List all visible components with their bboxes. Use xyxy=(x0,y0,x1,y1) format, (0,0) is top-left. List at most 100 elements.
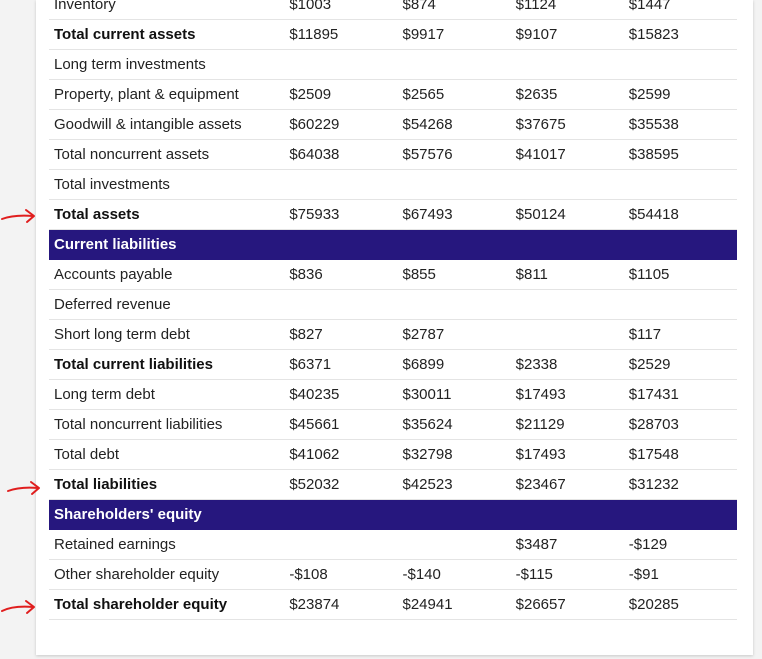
row-label: Property, plant & equipment xyxy=(49,79,285,110)
value-cell xyxy=(397,169,511,200)
value-cell: $855 xyxy=(397,259,511,290)
section-header: Shareholders' equity xyxy=(49,499,737,530)
value-cell: $17493 xyxy=(510,439,624,470)
value-cell: $1124 xyxy=(510,0,624,20)
value-cell: -$140 xyxy=(397,559,511,590)
table-row: Total debt $41062 $32798 $17493 $17548 xyxy=(49,439,737,470)
row-label: Long term debt xyxy=(49,379,285,410)
value-cell: $1447 xyxy=(623,0,737,20)
section-header-label: Current liabilities xyxy=(49,229,737,260)
table-row: Total assets $75933 $67493 $50124 $54418 xyxy=(49,199,737,230)
value-cell: $827 xyxy=(284,319,398,350)
value-cell xyxy=(510,319,624,350)
balance-sheet-table: Inventory $1003 $874 $1124 $1447 Total curren… xyxy=(49,0,737,620)
value-cell: $9917 xyxy=(397,19,511,50)
row-label: Total liabilities xyxy=(49,469,285,500)
value-cell: $2599 xyxy=(623,79,737,110)
value-cell: $50124 xyxy=(510,199,624,230)
value-cell: $75933 xyxy=(284,199,398,230)
table-row: Total shareholder equity $23874 $24941 $266… xyxy=(49,589,737,620)
value-cell: $45661 xyxy=(284,409,398,440)
value-cell: $28703 xyxy=(623,409,737,440)
value-cell: $41017 xyxy=(510,139,624,170)
value-cell: $2565 xyxy=(397,79,511,110)
value-cell xyxy=(284,49,398,80)
value-cell: $67493 xyxy=(397,199,511,230)
value-cell: $6899 xyxy=(397,349,511,380)
value-cell: $6371 xyxy=(284,349,398,380)
value-cell: $23874 xyxy=(284,589,398,620)
row-label: Total assets xyxy=(49,199,285,230)
section-header-label: Shareholders' equity xyxy=(49,499,737,530)
value-cell: $35624 xyxy=(397,409,511,440)
value-cell: $54418 xyxy=(623,199,737,230)
row-label: Accounts payable xyxy=(49,259,285,290)
value-cell xyxy=(623,289,737,320)
table-row: Total investments xyxy=(49,169,737,200)
value-cell: $30011 xyxy=(397,379,511,410)
value-cell: $1105 xyxy=(623,259,737,290)
value-cell xyxy=(397,289,511,320)
value-cell xyxy=(284,169,398,200)
table-row: Total noncurrent liabilities $45661 $35624… xyxy=(49,409,737,440)
row-label: Long term investments xyxy=(49,49,285,80)
value-cell: $2787 xyxy=(397,319,511,350)
value-cell: $23467 xyxy=(510,469,624,500)
row-label: Inventory xyxy=(49,0,285,20)
value-cell: $2338 xyxy=(510,349,624,380)
value-cell: $41062 xyxy=(284,439,398,470)
arrow-icon xyxy=(1,209,35,223)
value-cell xyxy=(284,289,398,320)
table-row: Total current liabilities $6371 $6899 $2338… xyxy=(49,349,737,380)
value-cell: $26657 xyxy=(510,589,624,620)
value-cell xyxy=(510,169,624,200)
table-row: Other shareholder equity -$108 -$140 -$115-… xyxy=(49,559,737,590)
value-cell: -$108 xyxy=(284,559,398,590)
value-cell: $15823 xyxy=(623,19,737,50)
value-cell: $60229 xyxy=(284,109,398,140)
value-cell: $21129 xyxy=(510,409,624,440)
value-cell: $35538 xyxy=(623,109,737,140)
value-cell: $31232 xyxy=(623,469,737,500)
value-cell: $2529 xyxy=(623,349,737,380)
row-label: Total noncurrent liabilities xyxy=(49,409,285,440)
table-row: Short long term debt $827 $2787 $117 xyxy=(49,319,737,350)
value-cell: $32798 xyxy=(397,439,511,470)
value-cell: $9107 xyxy=(510,19,624,50)
value-cell: -$129 xyxy=(623,529,737,560)
value-cell: $17548 xyxy=(623,439,737,470)
value-cell: $17493 xyxy=(510,379,624,410)
value-cell: $117 xyxy=(623,319,737,350)
table-row: Accounts payable $836 $855 $811 $1105 xyxy=(49,259,737,290)
value-cell xyxy=(397,49,511,80)
table-row: Deferred revenue xyxy=(49,289,737,320)
row-label: Short long term debt xyxy=(49,319,285,350)
table-row: Retained earnings $3487 -$129 xyxy=(49,529,737,560)
value-cell: $2509 xyxy=(284,79,398,110)
value-cell: $57576 xyxy=(397,139,511,170)
value-cell: $38595 xyxy=(623,139,737,170)
value-cell: $37675 xyxy=(510,109,624,140)
row-label: Total noncurrent assets xyxy=(49,139,285,170)
row-label: Total current liabilities xyxy=(49,349,285,380)
value-cell: $54268 xyxy=(397,109,511,140)
arrow-icon xyxy=(1,600,35,614)
arrow-icon xyxy=(7,481,40,495)
value-cell: $17431 xyxy=(623,379,737,410)
table-row: Total current assets $11895 $9917 $9107 $158… xyxy=(49,19,737,50)
table-row: Total noncurrent assets $64038 $57576 $4101… xyxy=(49,139,737,170)
value-cell: $3487 xyxy=(510,529,624,560)
value-cell xyxy=(284,529,398,560)
value-cell xyxy=(510,289,624,320)
value-cell: $42523 xyxy=(397,469,511,500)
value-cell: $811 xyxy=(510,259,624,290)
table-row: Goodwill & intangible assets $60229 $54268… xyxy=(49,109,737,140)
value-cell xyxy=(510,49,624,80)
value-cell: $1003 xyxy=(284,0,398,20)
row-label: Deferred revenue xyxy=(49,289,285,320)
row-label: Other shareholder equity xyxy=(49,559,285,590)
table-row: Inventory $1003 $874 $1124 $1447 xyxy=(49,0,737,20)
value-cell xyxy=(623,169,737,200)
table-row: Property, plant & equipment $2509 $2565 $26… xyxy=(49,79,737,110)
section-header: Current liabilities xyxy=(49,229,737,260)
